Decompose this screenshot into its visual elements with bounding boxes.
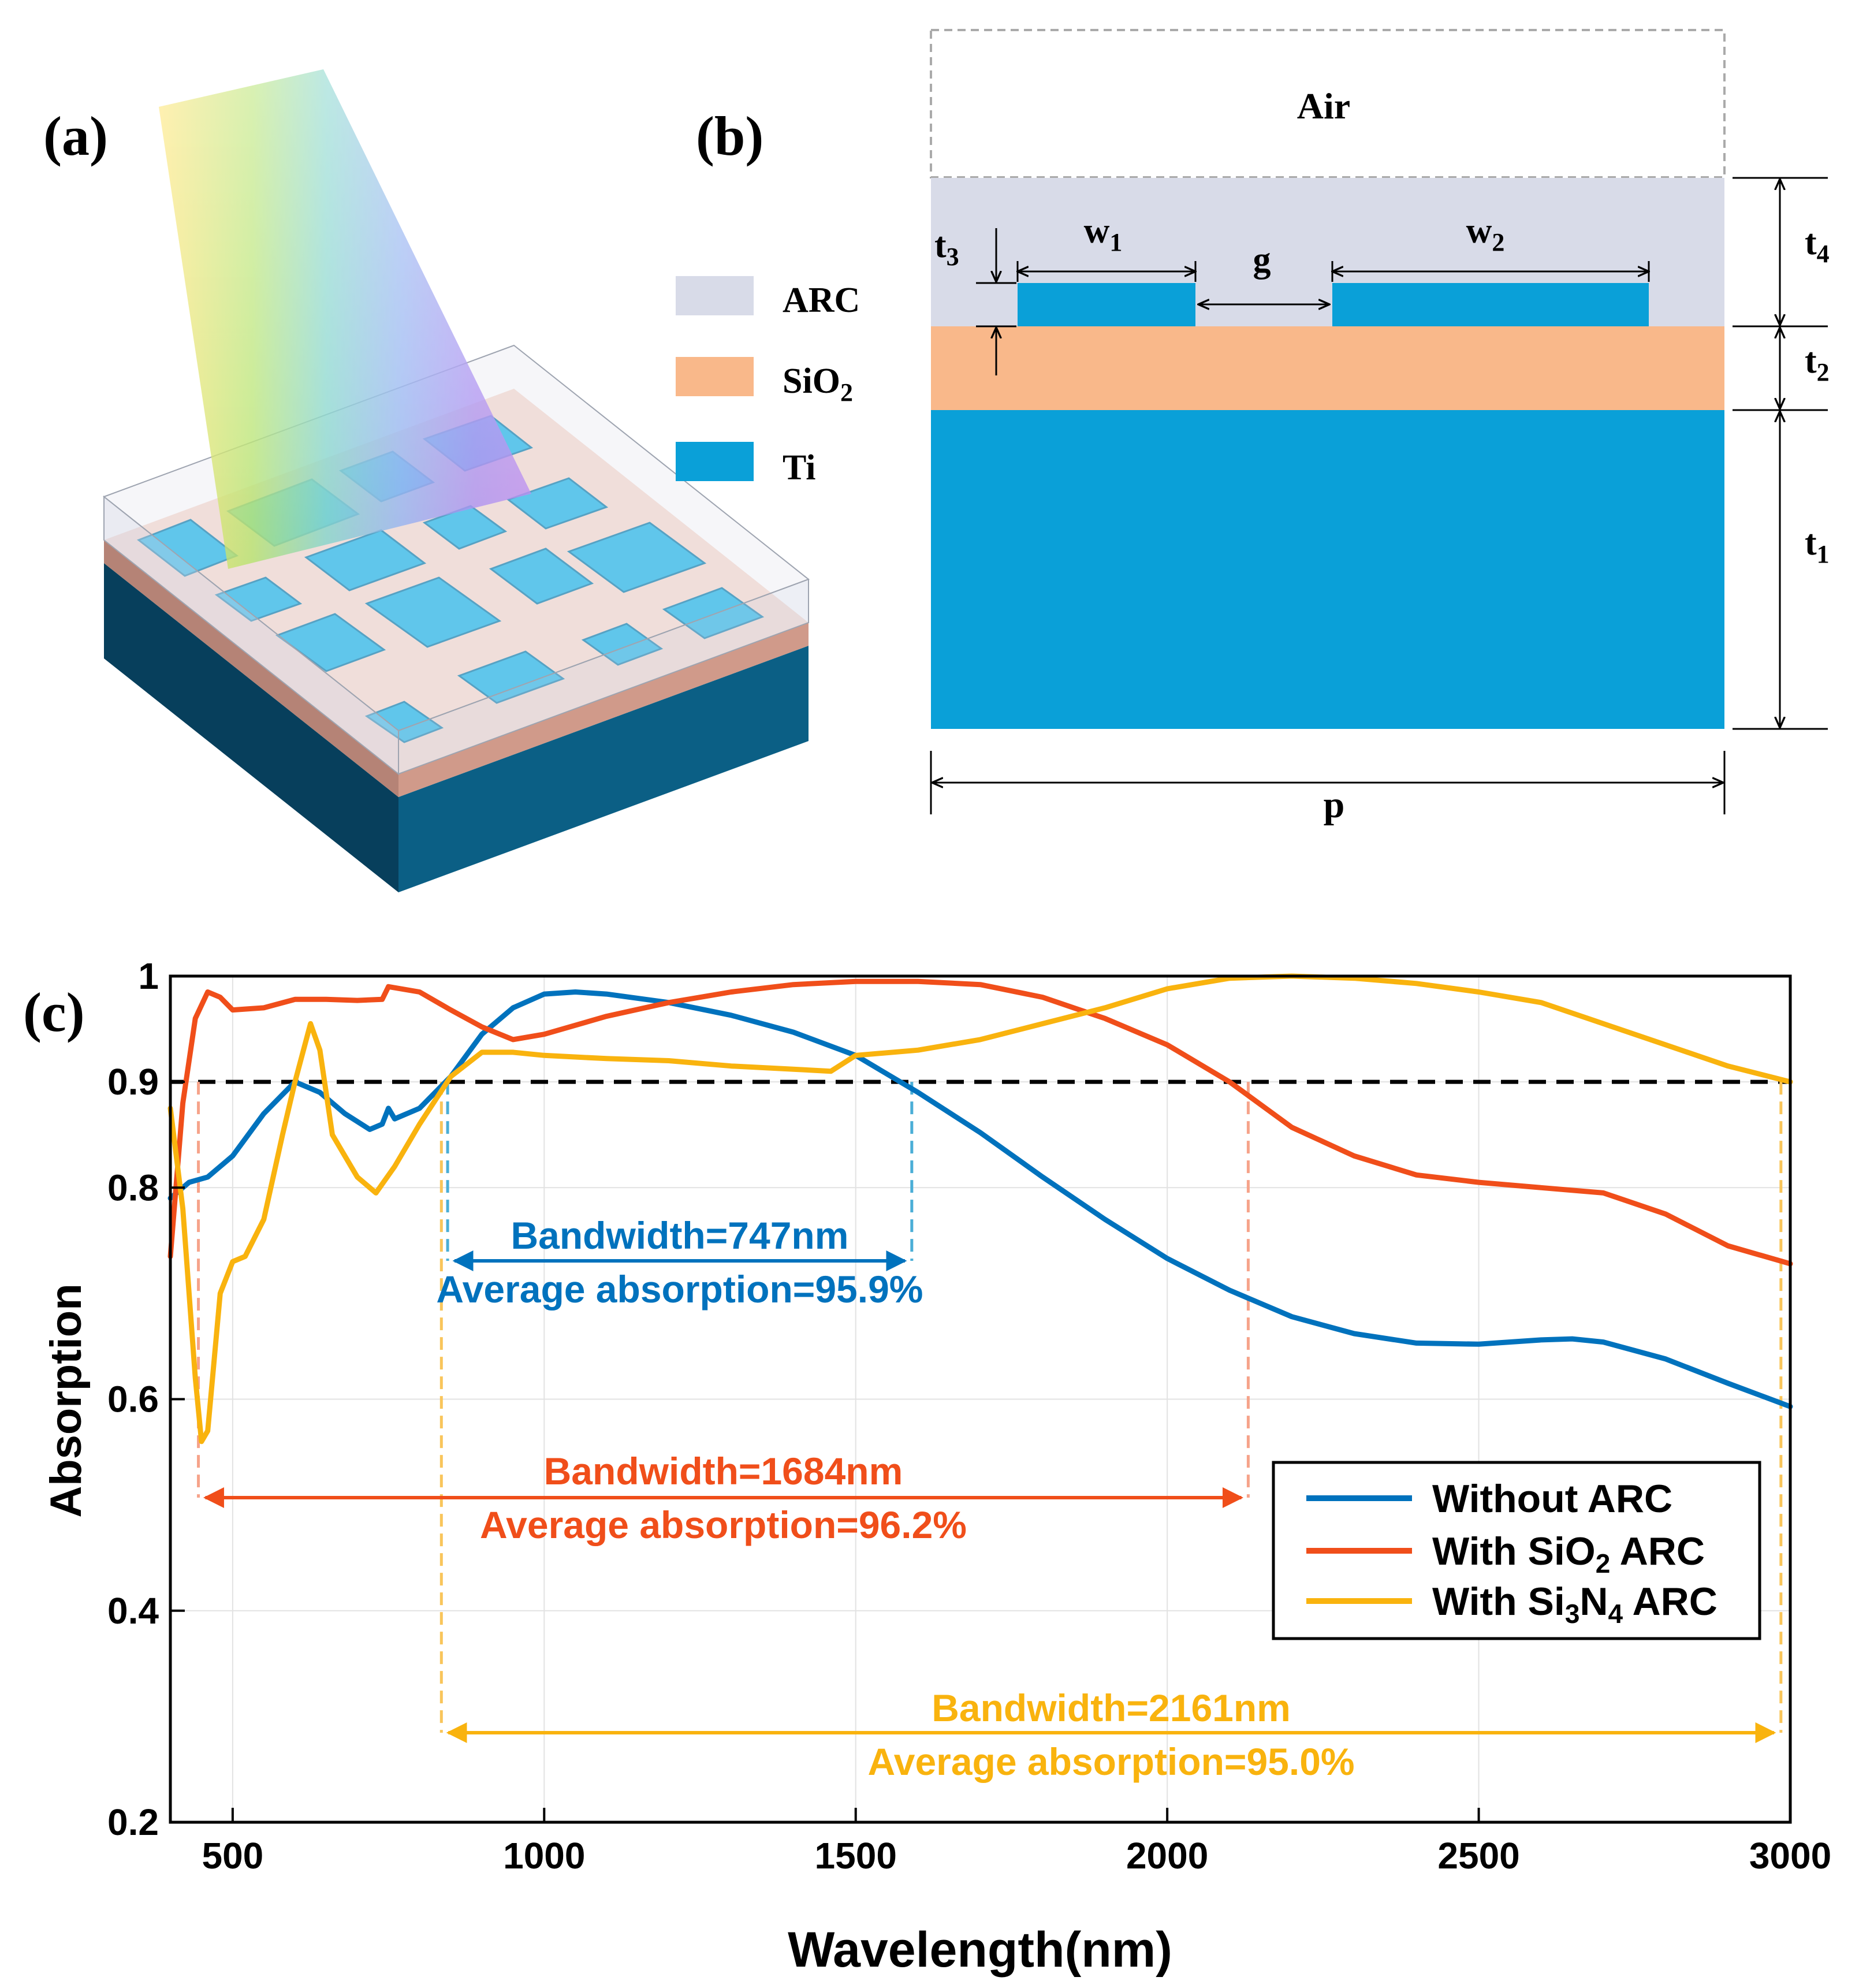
arc-legend-label: ARC bbox=[783, 281, 860, 320]
t2-label: t2 bbox=[1805, 341, 1830, 386]
ti-resonator bbox=[275, 613, 386, 672]
ti-resonator bbox=[489, 548, 594, 605]
y-tick-label: 0.4 bbox=[107, 1590, 159, 1632]
ti-resonator-1 bbox=[1018, 283, 1195, 326]
sio2-legend-label: SiO2 bbox=[783, 362, 853, 407]
legend-label-si3n4-arc: With Si3N4 ARC bbox=[1432, 1580, 1718, 1629]
average-absorption-label: Average absorption=95.0% bbox=[868, 1740, 1355, 1783]
ti-legend-label: Ti bbox=[783, 448, 815, 487]
bandwidth-label: Bandwidth=1684nm bbox=[544, 1450, 903, 1492]
series-line-0 bbox=[167, 989, 1793, 1409]
x-tick-label: 500 bbox=[202, 1835, 263, 1877]
t4-label: t4 bbox=[1805, 223, 1830, 268]
bandwidth-label: Bandwidth=2161nm bbox=[932, 1687, 1291, 1729]
x-tick-label: 1500 bbox=[815, 1835, 897, 1877]
g-label: g bbox=[1253, 240, 1271, 280]
panel-c-label: (c) bbox=[23, 981, 85, 1043]
dimension-lines bbox=[930, 177, 1828, 814]
w1-label: w1 bbox=[1084, 211, 1123, 256]
axis-ticks: 500 1000 1500 2000 2500 3000 0.2 0.4 0.6 0.8 0.9 1 bbox=[107, 955, 1831, 1877]
ti-resonator bbox=[662, 587, 765, 639]
y-tick-label: 1 bbox=[138, 955, 159, 997]
incident-light-beam-glow bbox=[159, 69, 531, 569]
bandwidth-guides bbox=[197, 1082, 1783, 1733]
legend-label-without-arc: Without ARC bbox=[1432, 1477, 1672, 1521]
arc-swatch bbox=[676, 276, 754, 315]
panel-c: (c) 500 1000 1500 2000 2500 3000 0.2 0.4 0.6 0.8 0… bbox=[23, 955, 1831, 1978]
substrate-right-face bbox=[398, 646, 809, 892]
y-tick-label: 0.6 bbox=[107, 1379, 159, 1420]
t1-label: t1 bbox=[1805, 523, 1830, 568]
y-axis-label: Absorption bbox=[42, 1283, 91, 1517]
substrate-left-face bbox=[104, 563, 398, 892]
w2-label: w2 bbox=[1466, 211, 1505, 256]
panel-a: (a) bbox=[43, 69, 860, 892]
material-legend: ARC SiO2 Ti bbox=[676, 276, 860, 487]
air-region bbox=[930, 29, 1726, 178]
arc-layer-right-face bbox=[398, 578, 809, 775]
bandwidth-annotations: Bandwidth=747nm Average absorption=95.9% B… bbox=[203, 1214, 1776, 1783]
air-label: Air bbox=[1297, 85, 1350, 126]
sio2-layer-right-face bbox=[398, 623, 809, 797]
y-tick-label: 0.8 bbox=[107, 1167, 159, 1208]
y-tick-label: 0.9 bbox=[107, 1061, 159, 1103]
x-tick-label: 2500 bbox=[1437, 1835, 1519, 1877]
x-tick-label: 2000 bbox=[1126, 1835, 1208, 1877]
ti-resonator-2 bbox=[1332, 283, 1649, 326]
x-tick-label: 1000 bbox=[503, 1835, 585, 1877]
ti-resonator bbox=[304, 529, 427, 591]
panel-b-label: (b) bbox=[696, 105, 763, 167]
metasurface-3d-illustration bbox=[102, 69, 810, 892]
average-absorption-label: Average absorption=95.9% bbox=[436, 1268, 923, 1311]
ti-swatch bbox=[676, 442, 754, 481]
legend-label-sio2-arc: With SiO2 ARC bbox=[1432, 1529, 1705, 1579]
panel-a-label: (a) bbox=[43, 105, 108, 167]
ti-resonator bbox=[364, 576, 502, 648]
y-tick-label: 0.2 bbox=[107, 1801, 159, 1843]
ti-substrate bbox=[931, 410, 1724, 729]
series-line-2 bbox=[167, 973, 1793, 1445]
series-line-1 bbox=[167, 978, 1793, 1267]
p-label: p bbox=[1324, 784, 1345, 826]
sio2-layer bbox=[931, 326, 1724, 410]
t3-label: t3 bbox=[934, 226, 959, 271]
x-tick-label: 3000 bbox=[1749, 1835, 1831, 1877]
ti-resonator bbox=[581, 623, 664, 666]
panel-b: (b) Air bbox=[696, 29, 1830, 826]
bandwidth-label: Bandwidth=747nm bbox=[511, 1214, 848, 1257]
sio2-layer-left-face bbox=[104, 540, 398, 797]
series-group bbox=[167, 973, 1793, 1445]
ti-resonator bbox=[457, 650, 565, 704]
chart-legend: Without ARC With SiO2 ARC With Si3N4 ARC bbox=[1272, 1461, 1761, 1640]
x-axis-label: Wavelength(nm) bbox=[788, 1922, 1172, 1978]
ti-resonator bbox=[567, 522, 707, 593]
average-absorption-label: Average absorption=96.2% bbox=[480, 1503, 967, 1546]
sio2-swatch bbox=[676, 357, 754, 396]
ti-resonator bbox=[506, 477, 609, 530]
